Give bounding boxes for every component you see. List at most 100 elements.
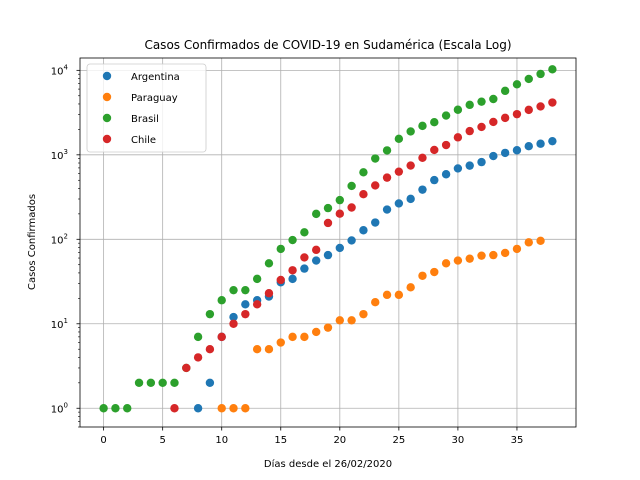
data-point (465, 161, 474, 170)
data-point (382, 173, 392, 182)
y-tick-exponent: 0 (64, 401, 68, 409)
data-point (500, 86, 510, 96)
data-point (347, 203, 356, 212)
data-point (276, 244, 285, 254)
data-point (217, 332, 226, 342)
x-tick-label: 25 (392, 435, 405, 446)
data-point (453, 133, 463, 142)
data-point (406, 127, 415, 136)
data-point (382, 290, 392, 300)
y-tick-label: 103 (51, 148, 68, 162)
data-point (241, 300, 250, 309)
x-tick-label: 35 (511, 435, 524, 446)
x-tick-label: 10 (215, 435, 228, 446)
legend-label: Argentina (131, 72, 180, 83)
y-tick-exponent: 3 (64, 148, 68, 156)
data-point (347, 236, 356, 245)
data-point (241, 404, 250, 413)
data-point (323, 250, 333, 260)
data-point (323, 323, 333, 332)
data-point (146, 378, 156, 388)
data-point (441, 111, 451, 120)
data-point (276, 275, 285, 285)
data-point (536, 236, 545, 245)
x-tick-label: 30 (452, 435, 465, 446)
data-point (465, 254, 474, 263)
data-point (300, 264, 309, 273)
data-point (217, 404, 226, 413)
data-point (323, 218, 333, 228)
data-point (477, 97, 486, 106)
data-point (441, 259, 451, 268)
x-tick-label: 20 (333, 435, 346, 446)
y-tick-base: 10 (51, 235, 64, 246)
data-point (205, 309, 215, 319)
data-point (182, 363, 191, 373)
data-point (134, 378, 144, 388)
data-point (548, 65, 557, 74)
data-point (465, 100, 474, 110)
y-tick-exponent: 2 (64, 232, 68, 240)
data-point (382, 205, 392, 214)
data-point (441, 170, 451, 179)
data-point (359, 226, 368, 235)
data-point (359, 189, 368, 199)
grid-lines (80, 58, 576, 427)
x-tick-label: 15 (274, 435, 287, 446)
legend-marker (102, 92, 112, 102)
data-point (512, 109, 522, 119)
data-point (229, 319, 238, 328)
y-tick-label: 104 (51, 63, 69, 77)
legend-label: Brasil (131, 114, 159, 125)
data-point (394, 134, 404, 144)
data-point (536, 69, 545, 79)
data-point (371, 218, 380, 227)
data-point (536, 139, 545, 148)
y-tick-base: 10 (51, 66, 64, 77)
data-point (217, 296, 226, 305)
data-point (99, 404, 108, 413)
chart-title: Casos Confirmados de COVID-19 en Sudamér… (144, 38, 511, 52)
data-point (512, 146, 522, 155)
data-point (288, 266, 297, 275)
data-point (264, 289, 274, 298)
data-point (205, 345, 215, 354)
y-axis-label: Casos Confirmados (27, 194, 38, 290)
data-point (453, 164, 463, 173)
legend-label: Chile (131, 135, 156, 146)
data-point (276, 338, 285, 347)
data-point (229, 312, 238, 322)
data-point (111, 404, 120, 413)
y-tick-base: 10 (51, 320, 64, 331)
data-point (123, 404, 132, 413)
data-point (430, 145, 439, 155)
legend: Argentina Paraguay Brasil Chile (86, 63, 207, 153)
data-point (359, 168, 368, 177)
data-point (241, 285, 250, 295)
data-point (252, 300, 262, 309)
legend-marker (102, 113, 112, 123)
data-point (252, 274, 262, 284)
data-point (288, 332, 297, 342)
legend-marker (102, 134, 112, 144)
data-point (406, 194, 415, 204)
y-tick-base: 10 (51, 404, 64, 415)
data-point (288, 235, 297, 245)
y-tick-label: 101 (51, 317, 68, 331)
data-point (500, 148, 510, 158)
x-tick-label: 0 (100, 435, 106, 446)
data-point (193, 332, 203, 342)
data-point (453, 105, 463, 114)
data-point (335, 209, 345, 218)
series-paraguay (217, 236, 545, 413)
data-point (524, 74, 533, 84)
plot-frame (79, 57, 577, 428)
data-point (193, 353, 203, 362)
x-tick-label: 5 (159, 435, 165, 446)
data-point (311, 209, 321, 219)
data-point (524, 141, 533, 151)
y-tick-label: 100 (51, 401, 68, 415)
data-point (229, 285, 238, 295)
data-point (205, 378, 215, 388)
data-point (300, 228, 309, 237)
